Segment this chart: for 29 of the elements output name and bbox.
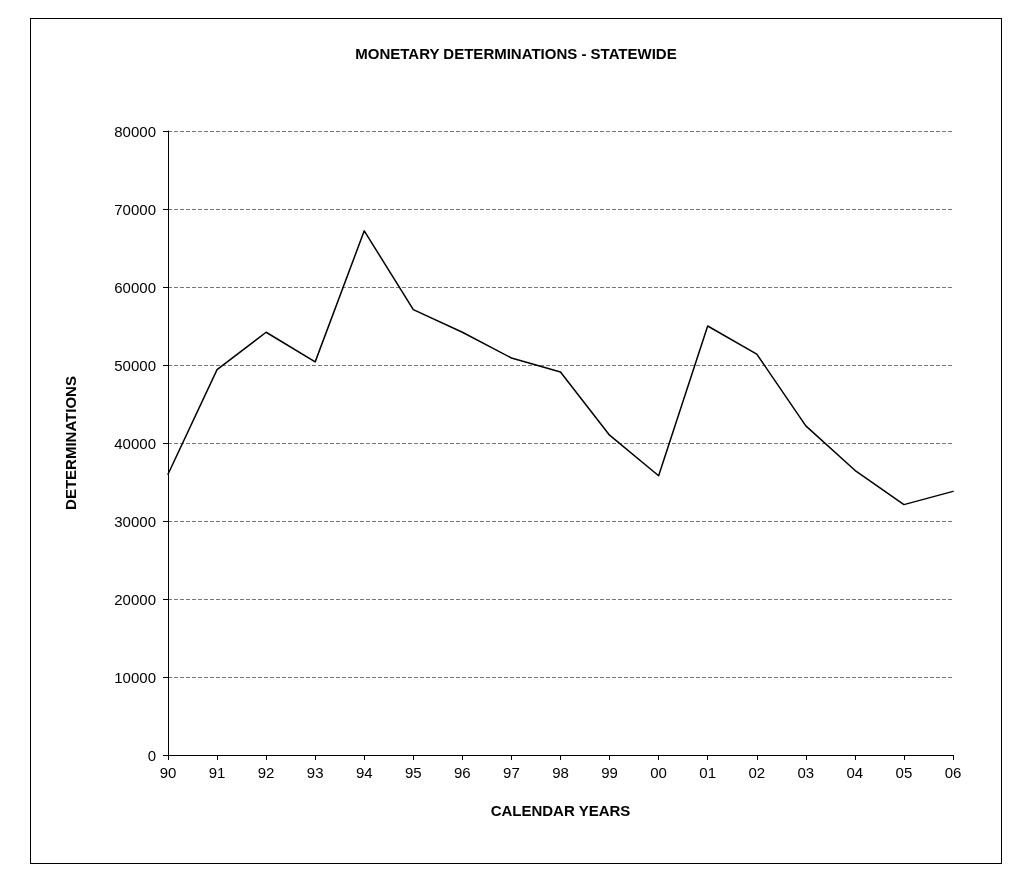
y-tick-label: 70000: [114, 200, 156, 218]
y-axis-title: DETERMINATIONS: [62, 376, 79, 510]
y-tick-label: 50000: [114, 356, 156, 374]
x-tick-label: 03: [797, 764, 815, 781]
x-tick-label: 01: [699, 764, 717, 781]
chart-title: MONETARY DETERMINATIONS - STATEWIDE: [355, 45, 677, 62]
x-tick-label: 95: [404, 764, 422, 781]
x-tick-label: 04: [846, 764, 864, 781]
y-tick-label: 60000: [114, 278, 156, 296]
x-tick-label: 90: [159, 764, 177, 781]
x-tick-label: 06: [944, 764, 962, 781]
y-tick-label: 10000: [114, 668, 156, 686]
x-tick-label: 94: [355, 764, 373, 781]
x-tick-label: 91: [208, 764, 226, 781]
x-axis-title: CALENDAR YEARS: [490, 802, 631, 819]
y-tick-label: 40000: [114, 434, 156, 452]
x-tick-label: 96: [454, 764, 471, 781]
x-tick-label: 97: [503, 764, 520, 781]
x-tick-label: 05: [895, 764, 913, 781]
x-tick-label: 00: [650, 764, 667, 781]
x-tick-label: 02: [748, 764, 766, 781]
y-tick-label: 20000: [114, 590, 156, 608]
x-tick-label: 98: [552, 764, 569, 781]
y-tick-label: 30000: [114, 512, 156, 530]
x-tick-label: 92: [257, 764, 275, 781]
x-tick-label: 93: [306, 764, 324, 781]
x-tick-label: 99: [601, 764, 618, 781]
y-tick-label: 80000: [114, 122, 156, 140]
y-tick-label: 0: [147, 746, 156, 764]
